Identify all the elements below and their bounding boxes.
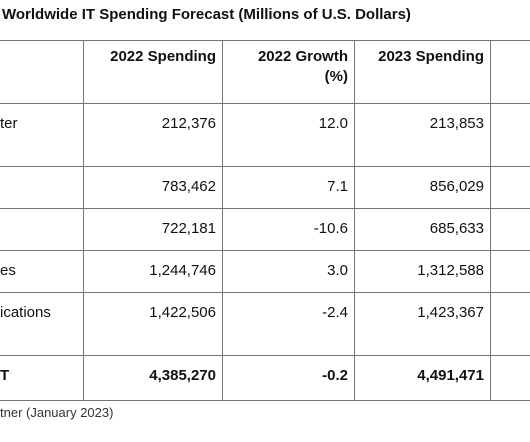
- table-cell: 1,244,746: [149, 262, 216, 279]
- row-label: es: [0, 262, 16, 279]
- row-rule: [0, 355, 530, 356]
- table-cell: 1,423,367: [417, 304, 484, 321]
- column-rule: [354, 40, 355, 400]
- row-rule: [0, 40, 530, 41]
- table-cell: 856,029: [429, 178, 484, 195]
- row-rule: [0, 250, 530, 251]
- table-cell: 213,853: [429, 115, 484, 132]
- column-header: 2022 Spending: [110, 48, 216, 65]
- table-cell: -10.6: [313, 220, 348, 237]
- table-cell: 12.0: [318, 115, 348, 132]
- column-rule: [490, 40, 491, 400]
- table-cell: -2.4: [322, 304, 348, 321]
- table-cell: -0.2: [322, 367, 348, 384]
- column-rule: [83, 40, 84, 400]
- table-cell: 7.1: [327, 178, 348, 195]
- column-header: 2022 Growth (%): [257, 48, 348, 85]
- row-label: ter: [0, 115, 18, 132]
- row-rule: [0, 208, 530, 209]
- row-rule: [0, 400, 530, 401]
- row-rule: [0, 103, 530, 104]
- table-cell: 212,376: [161, 115, 216, 132]
- column-header: 2023 Spending: [378, 48, 484, 65]
- column-rule: [222, 40, 223, 400]
- source-note: tner (January 2023): [0, 405, 114, 420]
- row-rule: [0, 292, 530, 293]
- table-cell: 3.0: [327, 262, 348, 279]
- table-title: Worldwide IT Spending Forecast (Millions…: [2, 6, 411, 23]
- table-cell: 4,385,270: [149, 367, 216, 384]
- table-cell: 783,462: [161, 178, 216, 195]
- table-cell: 4,491,471: [417, 367, 484, 384]
- table-cell: 722,181: [161, 220, 216, 237]
- row-rule: [0, 166, 530, 167]
- table-cell: 1,422,506: [149, 304, 216, 321]
- row-label: T: [0, 367, 10, 384]
- table-cell: 685,633: [429, 220, 484, 237]
- table-cell: 1,312,588: [417, 262, 484, 279]
- row-label: ications: [0, 304, 51, 321]
